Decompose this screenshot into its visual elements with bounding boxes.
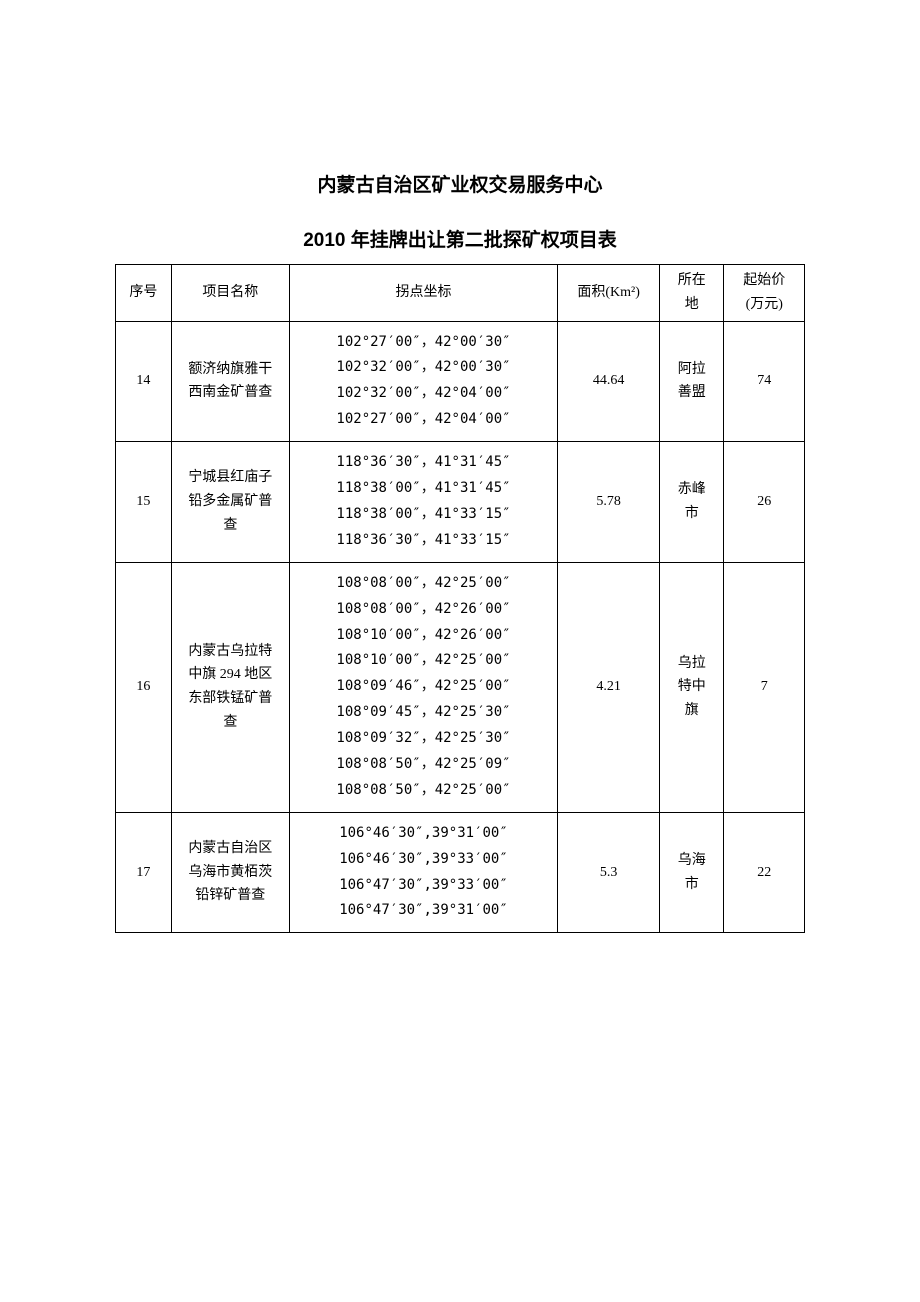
cell-seq: 17 <box>116 812 172 933</box>
table-row: 15 宁城县红庙子铅多金属矿普查 118°36′30″，41°31′45″118… <box>116 442 805 563</box>
cell-name: 内蒙古自治区乌海市黄栢茨铅锌矿普查 <box>171 812 289 933</box>
cell-price: 26 <box>724 442 805 563</box>
cell-name: 额济纳旗雅干西南金矿普查 <box>171 321 289 442</box>
cell-seq: 14 <box>116 321 172 442</box>
cell-area: 44.64 <box>558 321 660 442</box>
cell-coords: 106°46′30″,39°31′00″106°46′30″,39°33′00″… <box>289 812 557 933</box>
col-header-coords: 拐点坐标 <box>289 265 557 322</box>
col-header-seq: 序号 <box>116 265 172 322</box>
cell-name: 内蒙古乌拉特中旗 294 地区东部铁锰矿普查 <box>171 562 289 812</box>
table-header-row: 序号 项目名称 拐点坐标 面积(Km²) 所在地 起始价(万元) <box>116 265 805 322</box>
col-header-location: 所在地 <box>660 265 724 322</box>
col-header-area: 面积(Km²) <box>558 265 660 322</box>
cell-name: 宁城县红庙子铅多金属矿普查 <box>171 442 289 563</box>
cell-seq: 15 <box>116 442 172 563</box>
page-subtitle: 2010 年挂牌出让第二批探矿权项目表 <box>115 225 805 252</box>
cell-price: 74 <box>724 321 805 442</box>
col-header-price: 起始价(万元) <box>724 265 805 322</box>
cell-coords: 102°27′00″，42°00′30″102°32′00″，42°00′30″… <box>289 321 557 442</box>
col-header-name: 项目名称 <box>171 265 289 322</box>
cell-coords: 118°36′30″，41°31′45″118°38′00″，41°31′45″… <box>289 442 557 563</box>
cell-price: 22 <box>724 812 805 933</box>
cell-location: 乌海市 <box>660 812 724 933</box>
table-row: 16 内蒙古乌拉特中旗 294 地区东部铁锰矿普查 108°08′00″，42°… <box>116 562 805 812</box>
cell-area: 4.21 <box>558 562 660 812</box>
cell-area: 5.78 <box>558 442 660 563</box>
cell-coords: 108°08′00″，42°25′00″108°08′00″，42°26′00″… <box>289 562 557 812</box>
cell-area: 5.3 <box>558 812 660 933</box>
table-row: 14 额济纳旗雅干西南金矿普查 102°27′00″，42°00′30″102°… <box>116 321 805 442</box>
cell-location: 乌拉特中旗 <box>660 562 724 812</box>
projects-table: 序号 项目名称 拐点坐标 面积(Km²) 所在地 起始价(万元) 14 额济纳旗… <box>115 264 805 933</box>
cell-price: 7 <box>724 562 805 812</box>
page-title: 内蒙古自治区矿业权交易服务中心 <box>115 170 805 197</box>
cell-location: 赤峰市 <box>660 442 724 563</box>
cell-seq: 16 <box>116 562 172 812</box>
table-row: 17 内蒙古自治区乌海市黄栢茨铅锌矿普查 106°46′30″,39°31′00… <box>116 812 805 933</box>
cell-location: 阿拉善盟 <box>660 321 724 442</box>
